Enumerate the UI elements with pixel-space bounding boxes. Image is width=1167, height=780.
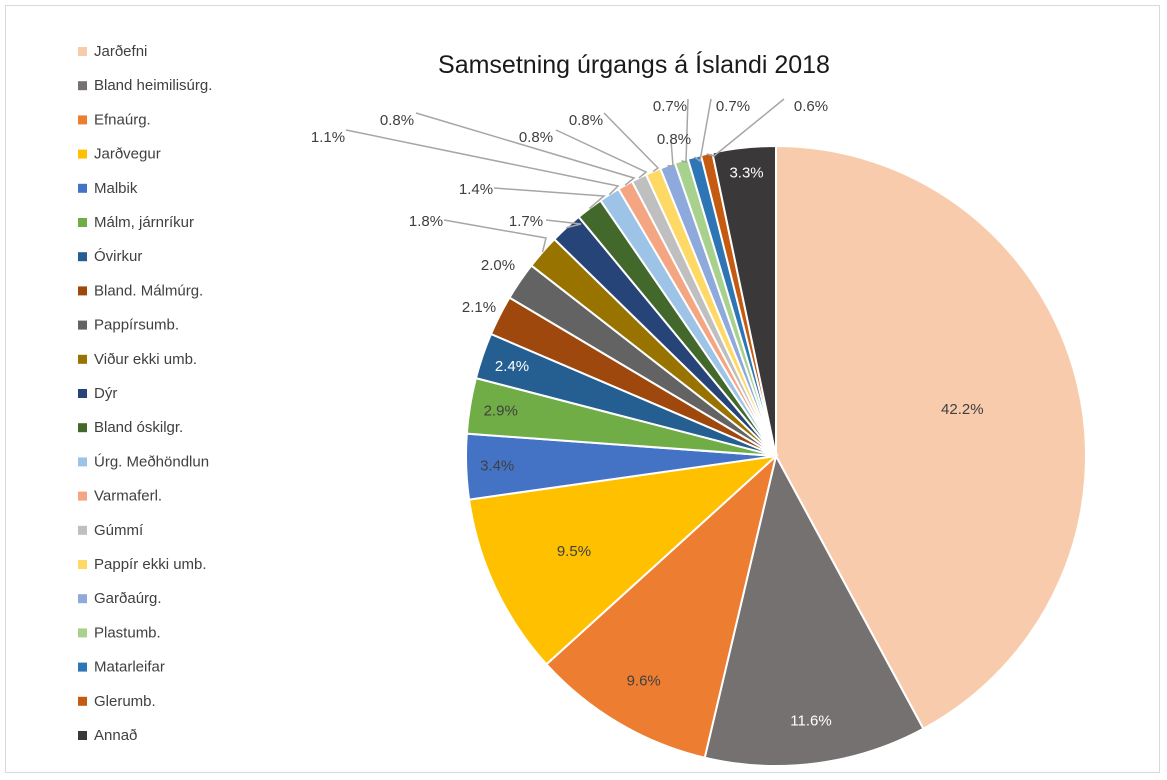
data-label-17: 0.7%	[653, 98, 687, 115]
data-label-7: 2.1%	[462, 299, 496, 316]
data-label-13: 0.8%	[380, 112, 414, 129]
legend-label-16: Garðaúrg.	[94, 590, 162, 607]
legend-label-4: Malbik	[94, 180, 138, 197]
legend-label-8: Pappírsumb.	[94, 317, 179, 334]
legend-swatch-19	[78, 696, 87, 706]
leader-line-11	[493, 187, 606, 210]
legend-label-20: Annað	[94, 727, 137, 744]
data-label-16: 0.8%	[657, 131, 691, 148]
legend-swatch-15	[78, 560, 87, 569]
legend-swatch-10	[78, 389, 87, 398]
data-label-20: 3.3%	[729, 164, 763, 181]
legend-label-19: Glerumb.	[94, 693, 156, 710]
legend-label-17: Plastumb.	[94, 624, 161, 641]
data-label-15: 0.8%	[569, 112, 603, 129]
data-label-12: 1.1%	[311, 129, 345, 146]
data-label-8: 2.0%	[481, 257, 515, 274]
slice-2	[544, 453, 778, 759]
legend-swatch-12	[78, 457, 87, 467]
legend-swatch-13	[78, 491, 87, 501]
data-label-9: 1.8%	[409, 213, 443, 230]
data-label-11: 1.4%	[459, 181, 493, 198]
slice-1	[703, 453, 925, 767]
data-label-5: 2.9%	[484, 403, 518, 420]
legend-label-12: Úrg. Meðhöndlun	[94, 453, 209, 470]
data-label-0: 42.2%	[941, 401, 984, 418]
legend-label-13: Varmaferl.	[94, 488, 162, 505]
legend-label-7: Bland. Málmúrg.	[94, 282, 203, 299]
legend-swatch-1	[78, 81, 87, 91]
leader-line-12	[345, 129, 620, 196]
data-label-18: 0.7%	[716, 98, 750, 115]
legend-swatch-6	[78, 252, 87, 262]
legend-swatch-2	[78, 115, 87, 125]
data-label-4: 3.4%	[480, 458, 514, 475]
legend-swatch-17	[78, 628, 87, 638]
legend-label-1: Bland heimilisúrg.	[94, 77, 212, 94]
chart-frame: Samsetning úrgangs á Íslandi 2018 42.2% 1…	[5, 5, 1160, 773]
slice-20	[711, 144, 777, 457]
legend-label-0: Jarðefni	[94, 43, 147, 60]
legend-label-10: Dýr	[94, 385, 117, 402]
chart-title: Samsetning úrgangs á Íslandi 2018	[438, 50, 830, 79]
legend-swatch-3	[78, 149, 87, 159]
legend: Jarðefni Bland heimilisúrg. Efnaúrg. Jarðve…	[78, 43, 212, 744]
data-label-10: 1.7%	[509, 213, 543, 230]
leader-lines	[345, 98, 785, 253]
leader-line-14	[555, 129, 648, 179]
leader-line-17	[681, 98, 689, 163]
legend-swatch-5	[78, 218, 87, 227]
leader-line-18	[693, 98, 712, 163]
leader-line-10	[545, 219, 582, 229]
leader-line-16	[667, 139, 674, 167]
legend-label-9: Viður ekki umb.	[94, 351, 197, 368]
legend-label-6: Óvirkur	[94, 248, 142, 265]
legend-swatch-8	[78, 320, 87, 330]
legend-label-5: Málm, járnríkur	[94, 214, 194, 231]
legend-label-15: Pappír ekki umb.	[94, 556, 207, 573]
leader-line-13	[415, 112, 636, 186]
legend-label-11: Bland óskilgr.	[94, 419, 183, 436]
legend-label-3: Jarðvegur	[94, 146, 161, 163]
leader-line-15	[603, 112, 660, 173]
legend-swatch-4	[78, 183, 87, 193]
legend-swatch-20	[78, 731, 87, 740]
data-label-3: 9.5%	[557, 543, 591, 560]
pie-slices	[465, 144, 1087, 767]
legend-swatch-16	[78, 594, 87, 604]
data-label-2: 9.6%	[627, 672, 661, 689]
legend-swatch-11	[78, 423, 87, 433]
legend-label-2: Efnaúrg.	[94, 111, 151, 128]
leader-line-9	[443, 219, 547, 253]
legend-swatch-7	[78, 286, 87, 296]
slice-3	[467, 454, 780, 666]
slice-0	[775, 144, 1087, 731]
legend-label-14: Gúmmí	[94, 522, 144, 539]
data-label-6: 2.4%	[495, 358, 529, 375]
legend-label-18: Matarleifar	[94, 659, 165, 676]
leader-line-19	[706, 98, 785, 157]
legend-swatch-14	[78, 525, 87, 535]
legend-swatch-9	[78, 354, 87, 364]
legend-swatch-18	[78, 662, 87, 672]
pie-chart: Samsetning úrgangs á Íslandi 2018 42.2% 1…	[78, 43, 1087, 767]
data-label-19: 0.6%	[794, 98, 828, 115]
legend-swatch-0	[78, 47, 87, 56]
data-label-1: 11.6%	[790, 712, 831, 729]
data-label-14: 0.8%	[519, 129, 553, 146]
data-labels: 42.2% 11.6% 9.6% 9.5% 3.4% 2.9% 2.4% 2.1% 2.0% 1.…	[311, 98, 984, 729]
